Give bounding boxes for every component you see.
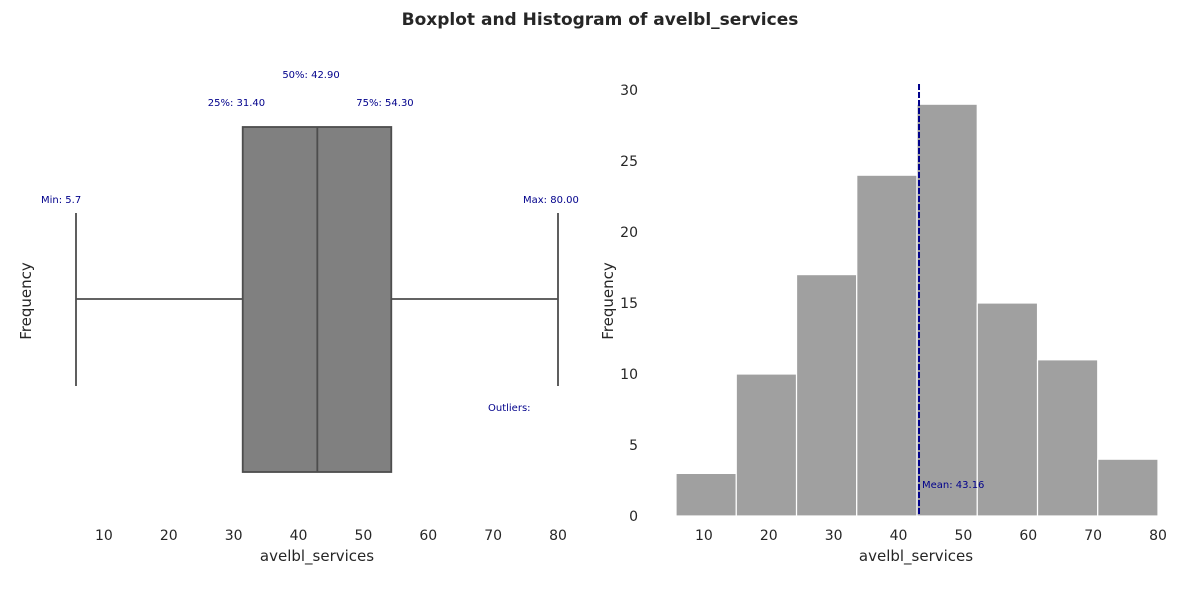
hist-x-tick-label: 70	[1084, 528, 1102, 544]
histogram-bar	[675, 472, 737, 517]
hist-y-tick-label: 0	[629, 509, 638, 525]
hist-x-tick-label: 20	[760, 528, 778, 544]
histogram-bar	[976, 302, 1039, 517]
mean-annotation: Mean: 43.16	[922, 480, 984, 491]
hist-y-tick-label: 10	[620, 367, 638, 383]
hist-x-tick-label: 50	[954, 528, 972, 544]
hist-y-tick-label: 5	[629, 438, 638, 454]
hist-y-tick-label: 15	[620, 296, 638, 312]
box-x-tick-label: 70	[484, 528, 502, 544]
hist-x-tick-label: 80	[1149, 528, 1167, 544]
hist-y-tick-label: 30	[620, 83, 638, 99]
box-x-tick-label: 10	[95, 528, 113, 544]
histogram-bar	[856, 174, 918, 517]
q1-annotation: 25%: 31.40	[208, 98, 265, 109]
hist-x-tick-label: 30	[825, 528, 843, 544]
min-annotation: Min: 5.7	[41, 195, 81, 206]
histogram-bar	[795, 274, 858, 517]
histogram-bar	[1097, 458, 1159, 517]
boxplot-panel: Min: 5.7 Max: 80.00 25%: 31.40 75%: 54.30 50…	[17, 70, 579, 566]
hist-x-tick-label: 10	[695, 528, 713, 544]
box-x-tick-label: 50	[354, 528, 372, 544]
hist-y-tick-label: 25	[620, 154, 638, 170]
histogram-bar	[1036, 359, 1099, 517]
histogram-bar	[735, 373, 798, 517]
histogram-panel: Mean: 43.16 10 20 30 40 50 60 70 80 0 5 10 15 20 25 30 a…	[599, 83, 1167, 566]
box-x-axis-label: avelbl_services	[260, 547, 374, 566]
hist-x-tick-label: 40	[890, 528, 908, 544]
figure-title: Boxplot and Histogram of avelbl_services	[402, 10, 799, 30]
outliers-annotation: Outliers:	[488, 403, 531, 414]
box-y-axis-label: Frequency	[17, 262, 35, 340]
box-x-tick-label: 80	[549, 528, 567, 544]
hist-x-tick-label: 60	[1019, 528, 1037, 544]
q3-annotation: 75%: 54.30	[356, 98, 413, 109]
histogram-bar	[916, 103, 978, 517]
hist-y-tick-label: 20	[620, 225, 638, 241]
box-x-tick-label: 40	[290, 528, 308, 544]
box-x-tick-label: 60	[419, 528, 437, 544]
box-x-tick-label: 20	[160, 528, 178, 544]
hist-y-axis-label: Frequency	[599, 262, 617, 340]
box-x-tick-label: 30	[225, 528, 243, 544]
max-annotation: Max: 80.00	[523, 195, 579, 206]
hist-x-axis-label: avelbl_services	[859, 547, 973, 566]
median-annotation: 50%: 42.90	[282, 70, 339, 81]
